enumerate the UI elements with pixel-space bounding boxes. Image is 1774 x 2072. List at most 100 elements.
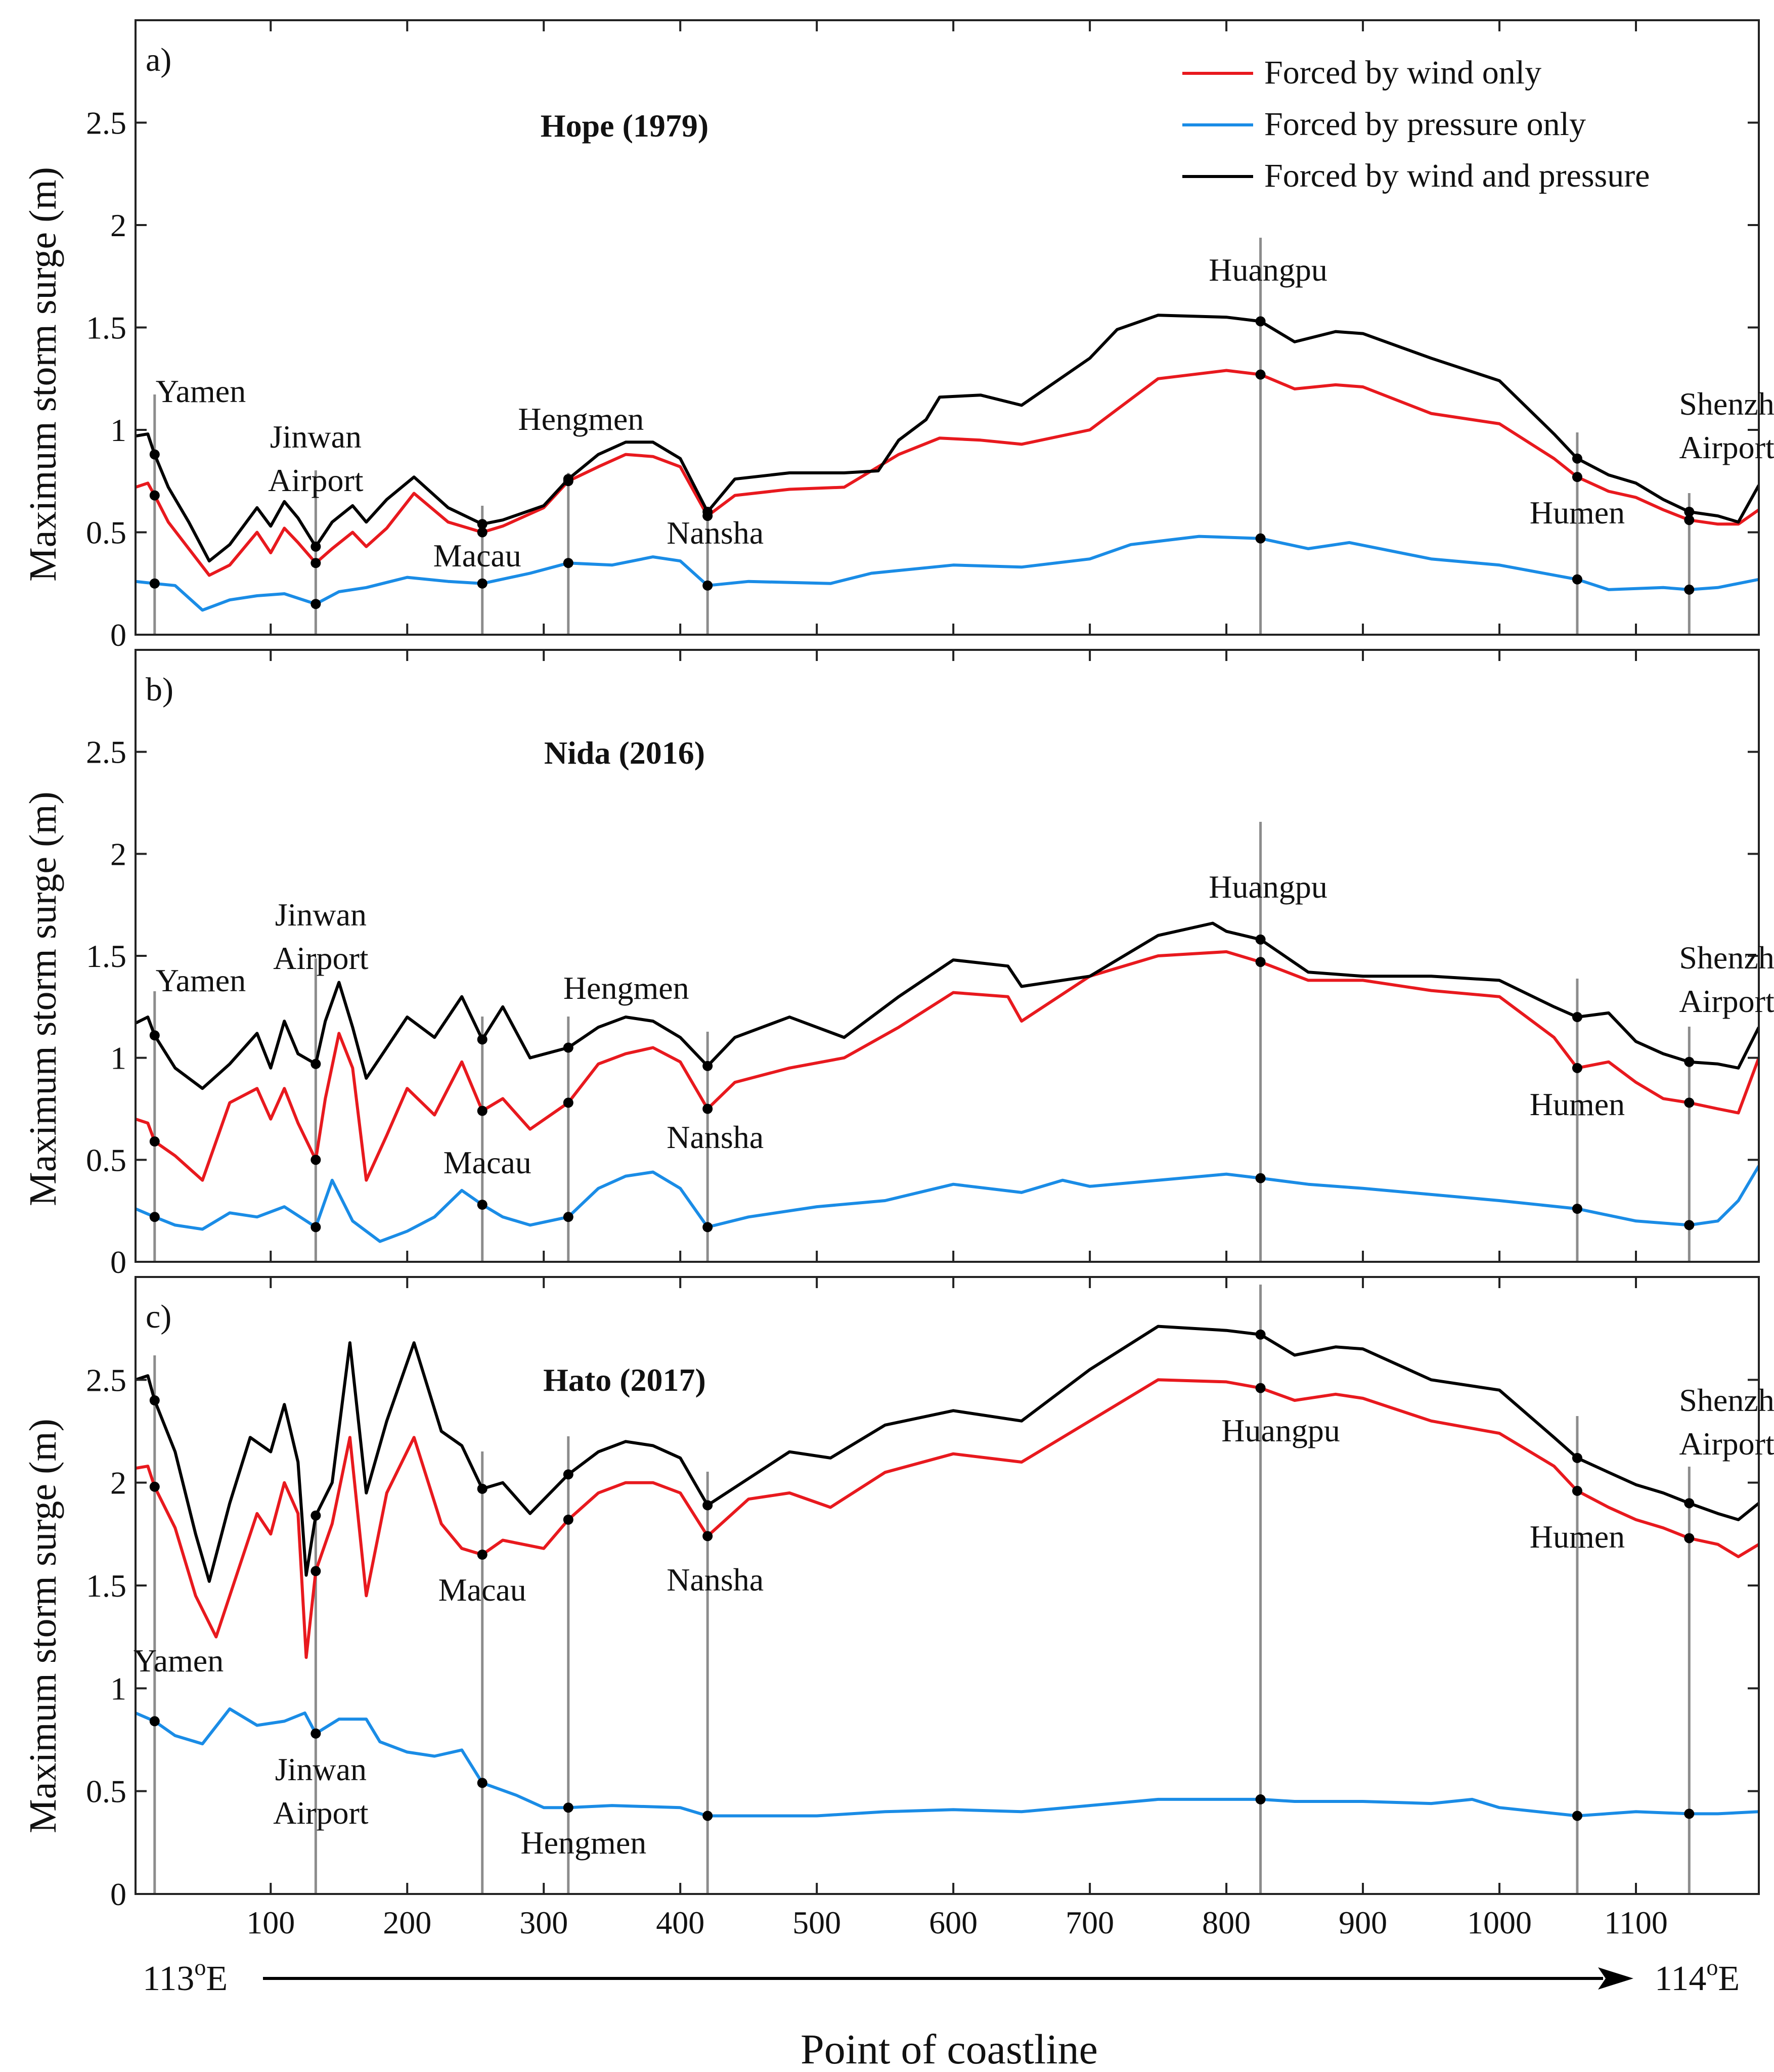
- panel-title: Hato (2017): [543, 1362, 706, 1398]
- station-point: [1255, 1173, 1266, 1183]
- station-point: [1255, 369, 1266, 380]
- lon-start-suffix: E: [206, 1959, 228, 1998]
- panel-c: 0 0.5 1 1.5 2 2.5 100 200 300 400 500 600 700 800 900 1…: [86, 1276, 1774, 1941]
- station-point: [477, 1550, 487, 1560]
- station-point: [1255, 934, 1266, 945]
- lon-end-degree: o: [1706, 1954, 1718, 1980]
- station-label-line: Nansha: [667, 515, 764, 551]
- panel-b: 0 0.5 1 1.5 2 2.5 b) Nida (2016) Yamen Jinwan Airp…: [86, 649, 1774, 1280]
- station-point: [477, 1034, 487, 1045]
- station-point: [149, 1030, 160, 1041]
- series-line-forced-by-wind-and-pressure: [136, 314, 1759, 563]
- station-point: [477, 1483, 487, 1494]
- x-tick-label: 500: [792, 1905, 841, 1941]
- y-tick-label: 1.5: [86, 1568, 126, 1604]
- station-point: [1572, 574, 1582, 585]
- y-tick-label: 1.5: [86, 310, 126, 346]
- station-point: [563, 1042, 573, 1053]
- legend: Forced by wind only Forced by pressure on…: [1182, 54, 1650, 194]
- series-line-forced-by-wind-and-pressure: [136, 921, 1759, 1090]
- x-tick-label: 600: [929, 1905, 978, 1941]
- station-point: [1684, 1097, 1695, 1108]
- station-label-yamen: Yamen: [134, 1643, 224, 1679]
- station-point: [1684, 584, 1695, 595]
- station-point: [311, 558, 321, 568]
- station-point: [1255, 957, 1266, 967]
- station-label-jinwan-airport: Jinwan Airport: [273, 897, 369, 976]
- y-tick-label: 2: [110, 1465, 126, 1501]
- station-label-macau: Macau: [444, 1144, 531, 1180]
- station-label-hengmen: Hengmen: [563, 970, 689, 1006]
- station-point: [311, 541, 321, 552]
- station-point: [477, 578, 487, 589]
- station-point: [1572, 1063, 1582, 1073]
- station-label-jinwan-airport: Jinwan Airport: [273, 1751, 369, 1831]
- panel-letter: c): [146, 1298, 171, 1335]
- panel-letter: b): [146, 671, 173, 708]
- legend-label: Forced by wind only: [1264, 54, 1541, 91]
- station-label-yamen: Yamen: [156, 962, 246, 998]
- station-label-line: Airport: [1679, 983, 1774, 1019]
- panels: 0 0.5 1 1.5 2 2.5 a) Hope (1979) Yamen Jinwan Airp…: [86, 19, 1774, 1941]
- station-label-line: Humen: [1530, 1519, 1625, 1555]
- station-point: [1572, 1204, 1582, 1214]
- station-label-huangpu: Huangpu: [1209, 252, 1327, 288]
- lon-end-suffix: E: [1718, 1959, 1740, 1998]
- y-tick-label: 0: [110, 617, 126, 653]
- y-tick-label: 1: [110, 1670, 126, 1706]
- y-tick-label: 0: [110, 1244, 126, 1280]
- lon-start-degree: o: [194, 1954, 206, 1980]
- series-line-forced-by-pressure-only: [136, 535, 1759, 612]
- station-label-huangpu: Huangpu: [1221, 1413, 1340, 1448]
- lon-end-value: 114: [1655, 1959, 1706, 1998]
- station-point: [311, 1566, 321, 1576]
- station-point: [311, 1155, 321, 1165]
- station-label-line: Macau: [433, 538, 521, 574]
- y-axis-label-a: Maximum storm surge (m): [22, 167, 64, 582]
- y-tick-label: 0.5: [86, 1142, 126, 1178]
- station-label-hengmen: Hengmen: [520, 1825, 646, 1861]
- station-point: [702, 1500, 713, 1511]
- series-line-forced-by-pressure-only: [136, 1707, 1759, 1818]
- station-point: [477, 519, 487, 530]
- station-label-line: Jinwan: [270, 419, 362, 455]
- station-point: [563, 1469, 573, 1480]
- station-label-line: Huangpu: [1221, 1413, 1340, 1448]
- station-label-nansha: Nansha: [667, 1562, 764, 1598]
- longitude-start-label: 113oE: [143, 1954, 228, 1998]
- x-axis-label: Point of coastline: [801, 2026, 1098, 2072]
- y-tick-label: 1: [110, 412, 126, 448]
- station-point: [563, 1097, 573, 1108]
- svg-text:113oE: 113oE: [143, 1954, 228, 1998]
- station-label-line: Yamen: [156, 962, 246, 998]
- station-point: [477, 1200, 487, 1210]
- station-point: [702, 507, 713, 517]
- station-point: [1684, 507, 1695, 517]
- panel-title: Nida (2016): [544, 735, 705, 771]
- y-axis-label-c: Maximum storm surge (m): [22, 1419, 64, 1833]
- station-point: [1684, 1056, 1695, 1067]
- station-point: [149, 449, 160, 460]
- station-label-line: Huangpu: [1209, 252, 1327, 288]
- station-point: [149, 1481, 160, 1492]
- station-point: [311, 599, 321, 609]
- lon-start-value: 113: [143, 1959, 194, 1998]
- station-point: [563, 474, 573, 484]
- station-label-line: Shenzhen: [1679, 1382, 1774, 1418]
- station-point: [477, 1106, 487, 1116]
- station-label-line: Hengmen: [518, 401, 644, 437]
- x-tick-label: 800: [1202, 1905, 1251, 1941]
- station-label-line: Nansha: [667, 1119, 764, 1155]
- station-point: [149, 578, 160, 589]
- station-point: [563, 1212, 573, 1222]
- series-line-forced-by-wind-only: [136, 1378, 1759, 1659]
- y-tick-label: 1: [110, 1040, 126, 1076]
- station-point: [311, 1222, 321, 1232]
- longitude-end-label: 114oE: [1655, 1954, 1740, 1998]
- legend-label: Forced by pressure only: [1264, 106, 1586, 143]
- station-point: [1684, 515, 1695, 525]
- y-tick-label: 2.5: [86, 105, 126, 141]
- station-point: [702, 1531, 713, 1541]
- x-tick-label: 400: [656, 1905, 704, 1941]
- station-point: [477, 1778, 487, 1788]
